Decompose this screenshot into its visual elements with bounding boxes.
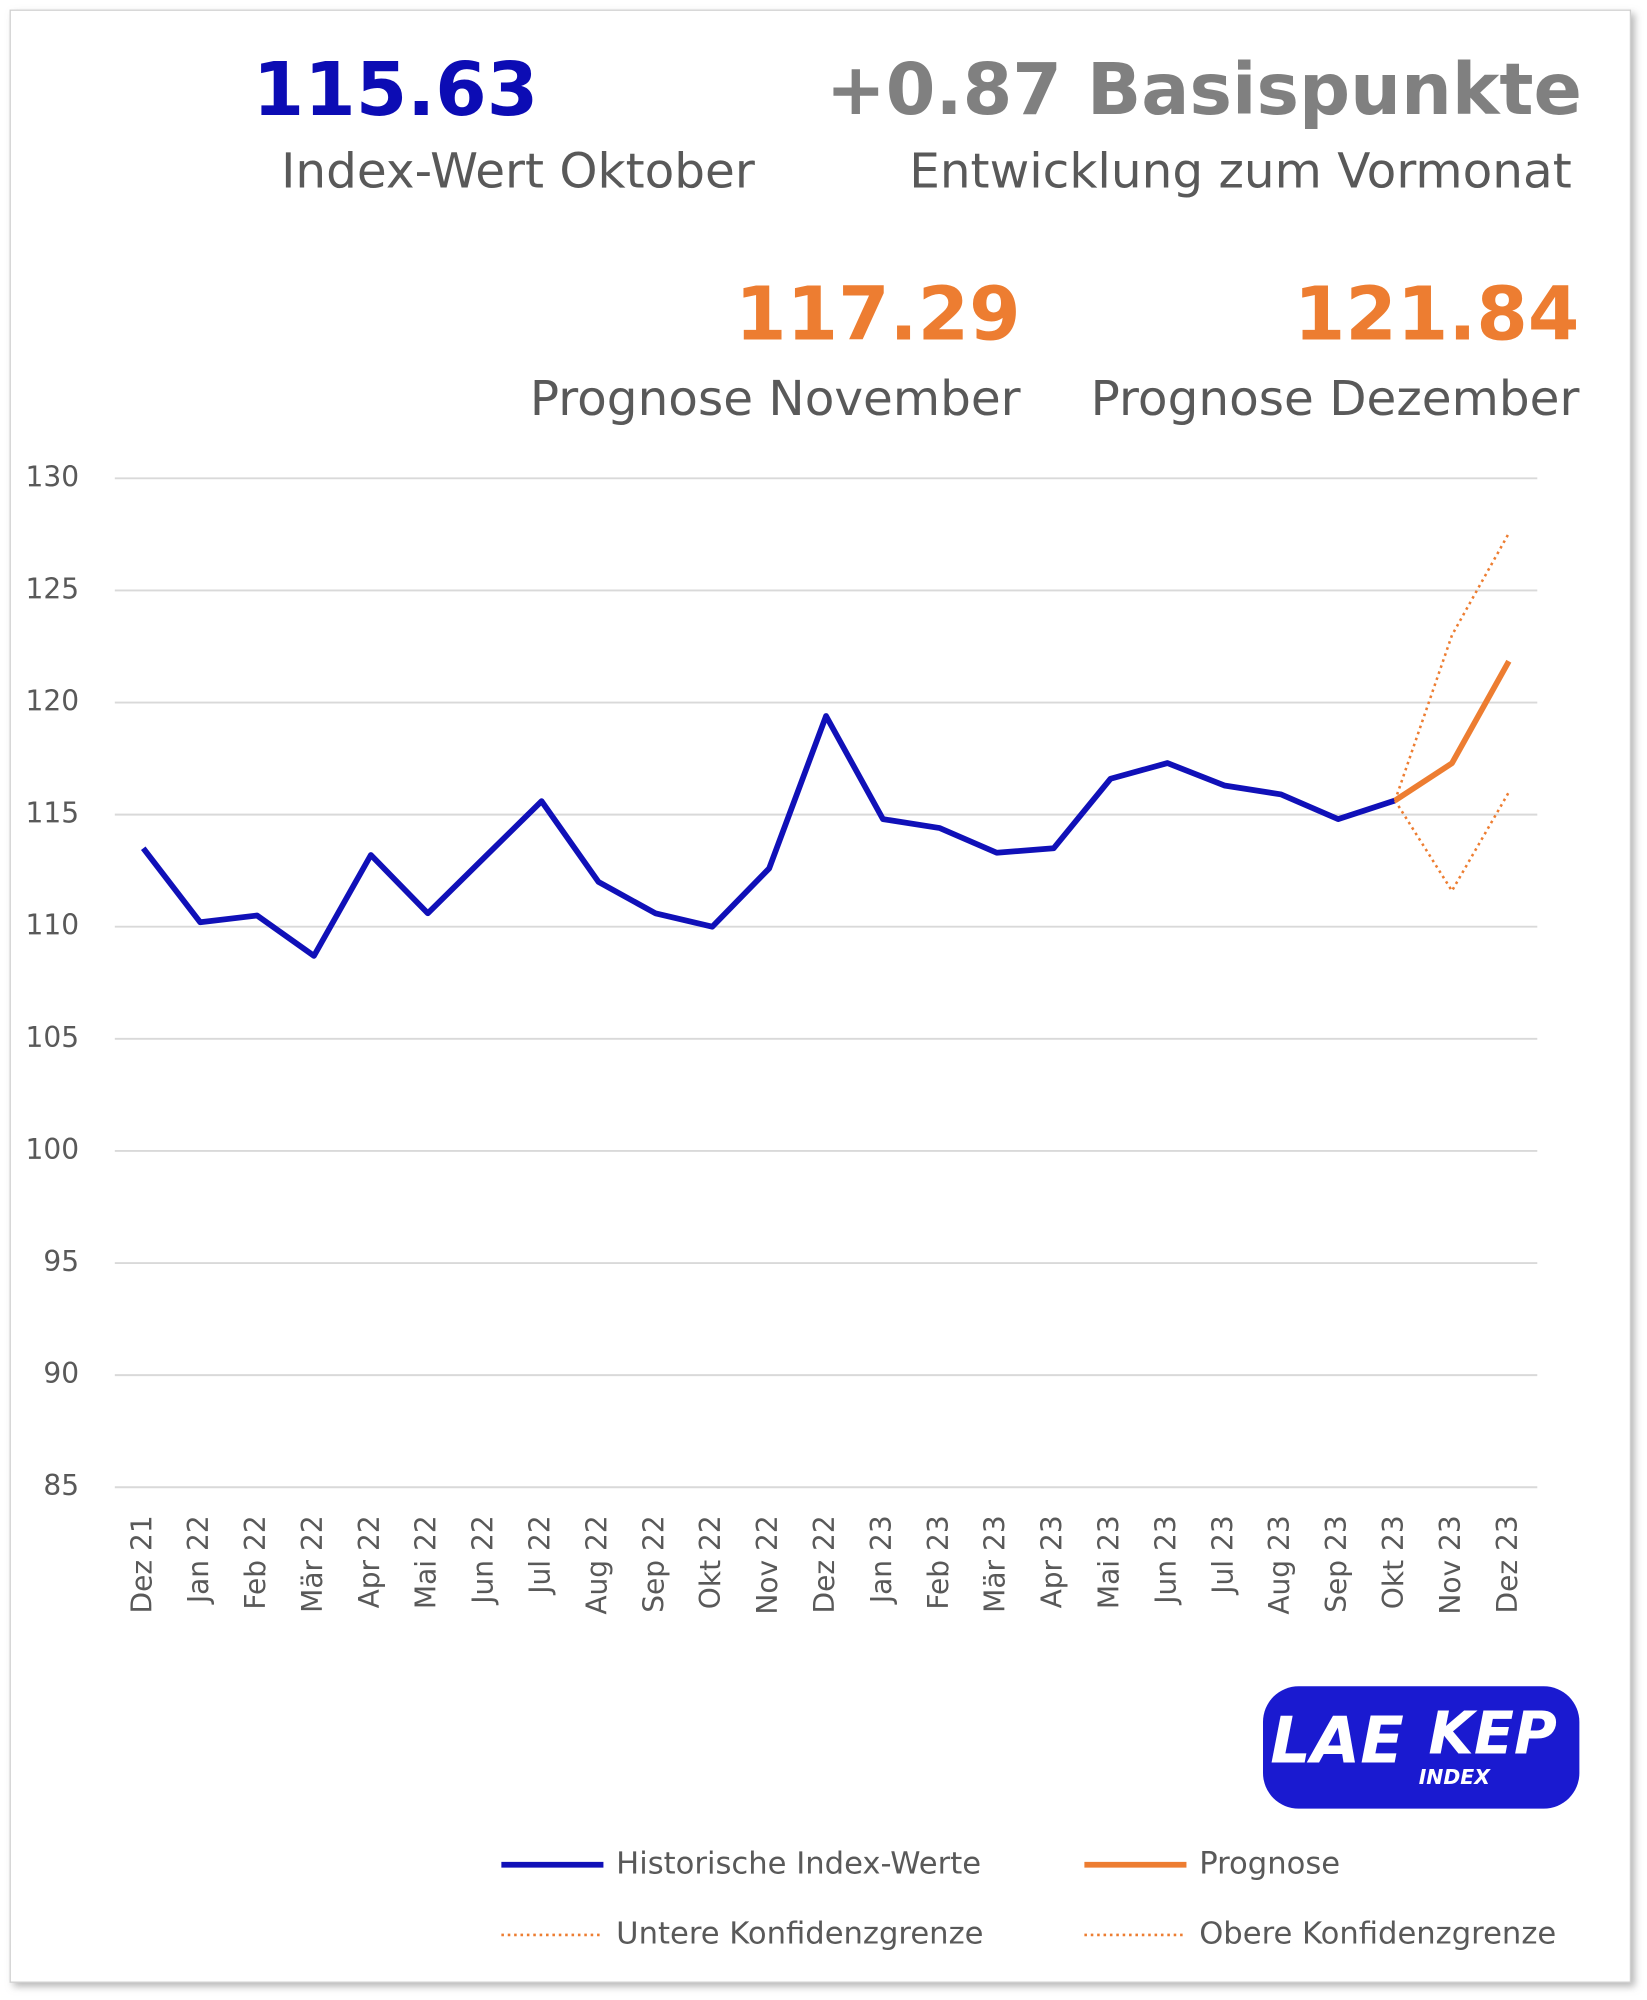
series-line	[1393, 659, 1512, 803]
frame	[9, 9, 1632, 1983]
x-tick-label: Nov 23	[1434, 1515, 1467, 1614]
x-tick-label: Jun 23	[1149, 1515, 1182, 1605]
logo: LAE KEP INDEX	[1262, 1686, 1580, 1809]
x-tick-label: Dez 21	[125, 1515, 158, 1613]
x-tick-label: Sep 23	[1320, 1515, 1353, 1612]
y-tick-label: 120	[26, 685, 80, 718]
logo-bg	[1262, 1686, 1580, 1809]
kpi-value: +0.87 Basispunkte	[826, 48, 1582, 131]
logo-sub: INDEX	[1419, 1765, 1492, 1789]
x-tick-label: Mär 23	[979, 1515, 1012, 1613]
logo-text: LAE	[1270, 1704, 1404, 1778]
kpi-label: Index-Wert Oktober	[281, 144, 755, 200]
legend-label: Prognose	[1199, 1846, 1340, 1881]
x-tick-label: Jun 22	[467, 1515, 500, 1605]
y-tick-label: 110	[26, 909, 80, 942]
legend-label: Historische Index-Werte	[616, 1846, 981, 1881]
y-tick-label: 105	[26, 1021, 80, 1054]
x-tick-label: Okt 22	[694, 1515, 727, 1609]
y-tick-label: 85	[43, 1469, 79, 1502]
kpi-label: Prognose November	[530, 371, 1021, 427]
y-tick-label: 95	[43, 1245, 79, 1278]
y-tick-label: 90	[43, 1357, 79, 1390]
legend-label: Obere Konfidenzgrenze	[1199, 1916, 1556, 1951]
kpi-value: 115.63	[253, 47, 538, 133]
x-tick-label: Jul 23	[1206, 1515, 1239, 1595]
x-tick-label: Jul 22	[524, 1515, 557, 1595]
kpi-value: 121.84	[1294, 271, 1579, 357]
x-tick-label: Dez 23	[1491, 1515, 1524, 1613]
x-tick-label: Feb 23	[922, 1515, 955, 1609]
series-line	[140, 713, 1396, 959]
x-tick-label: Jan 22	[182, 1515, 215, 1605]
series-line	[1393, 532, 1510, 801]
x-tick-label: Apr 22	[353, 1515, 386, 1608]
kpi-value: 117.29	[735, 271, 1020, 357]
x-tick-label: Apr 23	[1036, 1515, 1069, 1608]
x-tick-label: Sep 22	[637, 1515, 670, 1612]
x-tick-label: Aug 23	[1263, 1515, 1296, 1614]
x-tick-label: Mär 22	[296, 1515, 329, 1613]
y-tick-label: 125	[26, 572, 80, 605]
x-tick-label: Dez 22	[808, 1515, 841, 1613]
x-tick-label: Aug 22	[580, 1515, 613, 1614]
logo-text: KEP	[1428, 1699, 1557, 1767]
kpi-label: Entwicklung zum Vormonat	[909, 144, 1572, 200]
y-tick-label: 100	[26, 1133, 80, 1166]
legend-label: Untere Konfidenzgrenze	[616, 1916, 983, 1951]
x-tick-label: Jan 23	[865, 1515, 898, 1605]
x-tick-label: Feb 22	[239, 1515, 272, 1609]
y-tick-label: 130	[26, 460, 80, 493]
x-tick-label: Nov 22	[751, 1515, 784, 1614]
x-tick-label: Okt 23	[1377, 1515, 1410, 1609]
x-tick-label: Mai 23	[1093, 1515, 1126, 1609]
x-tick-label: Mai 22	[410, 1515, 443, 1609]
kpi-label: Prognose Dezember	[1091, 371, 1580, 427]
y-tick-label: 115	[26, 797, 80, 830]
